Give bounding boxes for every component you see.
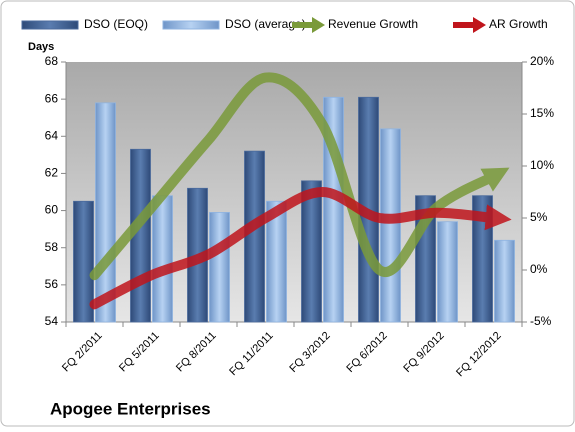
bar: [152, 195, 173, 323]
y2-tick-label: 0%: [530, 262, 548, 276]
legend-swatch-head: [312, 17, 325, 33]
y-tick-label: 64: [45, 128, 59, 142]
bar: [73, 200, 94, 323]
y-tick-label: 60: [45, 203, 59, 217]
legend-swatch-head: [473, 17, 486, 33]
legend-swatch: [162, 20, 220, 30]
y-tick-label: 54: [45, 314, 59, 328]
y-tick-label: 62: [45, 166, 59, 180]
y-tick-label: 58: [45, 240, 59, 254]
bar: [266, 200, 287, 323]
chart-title: Apogee Enterprises: [50, 399, 211, 418]
y2-tick-label: 10%: [530, 158, 554, 172]
legend-label: DSO (EOQ): [84, 17, 148, 31]
legend-swatch: [21, 20, 79, 30]
bar: [209, 212, 230, 323]
bar: [380, 128, 401, 323]
y-axis-label: Days: [28, 41, 54, 53]
y-tick-label: 66: [45, 91, 59, 105]
legend-label: DSO (average): [225, 17, 306, 31]
bar: [437, 221, 458, 323]
line-series: [89, 187, 512, 310]
legend-label: AR Growth: [489, 17, 548, 31]
y2-tick-label: 15%: [530, 106, 554, 120]
legend-label: Revenue Growth: [328, 17, 418, 31]
y-tick-label: 68: [45, 54, 59, 68]
bar: [244, 150, 265, 323]
y2-tick-label: 5%: [530, 210, 548, 224]
y2-tick-label: -5%: [530, 314, 552, 328]
bar: [494, 239, 515, 323]
line-series: [89, 72, 510, 281]
y2-tick-label: 20%: [530, 54, 554, 68]
bar: [301, 180, 322, 323]
y-tick-label: 56: [45, 277, 59, 291]
